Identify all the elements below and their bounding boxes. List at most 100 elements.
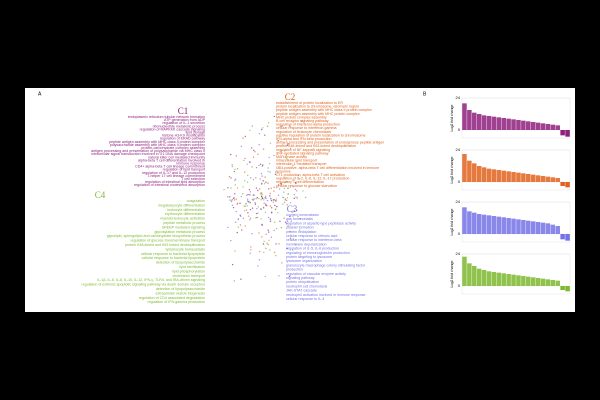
go-term: lipid phosphorylation [172,269,205,273]
go-term: regulation of interferon-alpha productio… [276,123,340,127]
go-term: regulation of NF-kappaB signaling [276,148,330,152]
y-axis-label: Log2 fold change [450,261,454,288]
scatter-dot [249,219,251,221]
bar [476,268,482,286]
scatter-dot [242,137,244,139]
scatter-dot [268,163,271,165]
go-term: cellular response to bacterial lipopepti… [141,252,205,256]
scatter-dot [255,217,257,219]
bar [516,172,521,182]
go-term: lipid sterification [179,265,205,269]
scatter-dot [292,121,294,123]
scatter-dot [266,125,269,127]
scatter-dot [284,181,286,184]
y-tick-label: 0 [458,231,461,236]
scatter-dot [243,171,246,173]
go-term: production [286,268,303,272]
scatter-dot [278,188,281,190]
go-term: cellular response to retinoic acid [286,234,337,238]
bar [545,279,551,286]
go-term: ribonucleotide metabolic process [153,124,206,128]
scatter-dot [229,196,231,198]
y-tick-label: 24 [456,251,461,256]
scatter-dot [263,207,265,209]
bar [530,277,536,286]
go-term: detection of lipopolysaccharide [156,287,205,291]
scatter-dot [236,187,239,189]
scatter-dot [257,206,260,208]
bar [530,221,536,234]
go-term: protein ubiquitination [286,280,319,284]
scatter-dot [260,218,262,220]
scatter-dot [283,217,285,219]
scatter-dot [235,210,237,213]
scatter-dot [237,218,240,220]
go-term: neutrophil activation involved in immune… [286,293,366,297]
scatter-dot [230,187,232,189]
panel-label: A [38,91,42,97]
go-term: regulation of ERAD pathway [160,137,205,141]
scatter-dot [275,243,277,245]
bar [491,272,497,286]
scatter-dot [248,161,251,163]
scatter-dot [291,211,293,213]
bar [467,110,472,130]
bar [526,174,531,182]
scatter-dot [234,168,236,171]
scatter-dot [259,193,262,195]
scatter-dot [289,147,292,150]
scatter-dot [265,247,267,250]
scatter-dot [255,198,257,200]
scatter-dot [227,187,229,189]
bar [486,271,492,286]
scatter-dot [230,239,232,242]
go-term: protein-carbohydrate complex assembly [141,146,205,150]
scatter-dot [231,263,234,266]
scatter-dot [292,179,294,181]
bar [535,278,541,286]
go-term: interleukin-1 mediated transport [276,162,327,166]
bar [550,224,556,234]
scatter-dot [284,221,287,223]
go-term: antigen processing and presentation of e… [276,141,384,145]
scatter-dot [277,194,280,196]
scatter-dot [231,200,233,202]
scatter-dot [284,198,287,200]
scatter-dot [295,244,297,246]
scatter-dot [275,200,277,202]
scatter-dot [245,202,247,205]
scatter-dot [262,243,265,245]
scatter-dot [266,242,268,244]
scatter-dot [290,220,292,222]
scatter-dot [228,175,231,178]
y-axis-label: Log2 fold change [450,157,454,184]
scatter-dot [236,168,239,170]
scatter-dot [286,220,289,223]
y-axis-label: Log2 fold change [450,209,454,236]
scatter-dot [247,212,249,214]
go-term: lysosome organization [286,259,322,263]
go-term: regulation of IL-5, IL-6 production [286,247,339,251]
go-term: intracellular signal transduction involv… [91,152,205,156]
bar [506,274,511,286]
go-term: lymphocyte homeostasis [166,247,206,251]
scatter-dot [240,195,243,198]
scatter-dot [261,224,263,226]
go-term: peptide metabolic process [163,221,205,225]
scatter-dot [248,189,251,191]
scatter-dot [252,156,255,158]
scatter-dot [265,233,267,236]
go-term: immune response [176,161,205,165]
y-tick-label: 24 [456,147,461,152]
go-term: cellular response to bacterial lipoprote… [142,256,205,260]
scatter-dot [251,166,253,168]
scatter-dot [261,236,263,238]
scatter-dot [262,127,264,129]
scatter-dot [255,177,257,179]
scatter-dot [286,247,288,250]
scatter-dot [278,243,280,245]
scatter-dot [239,202,241,204]
go-term: regulation of MAPKKK cascade signaling [140,127,205,131]
